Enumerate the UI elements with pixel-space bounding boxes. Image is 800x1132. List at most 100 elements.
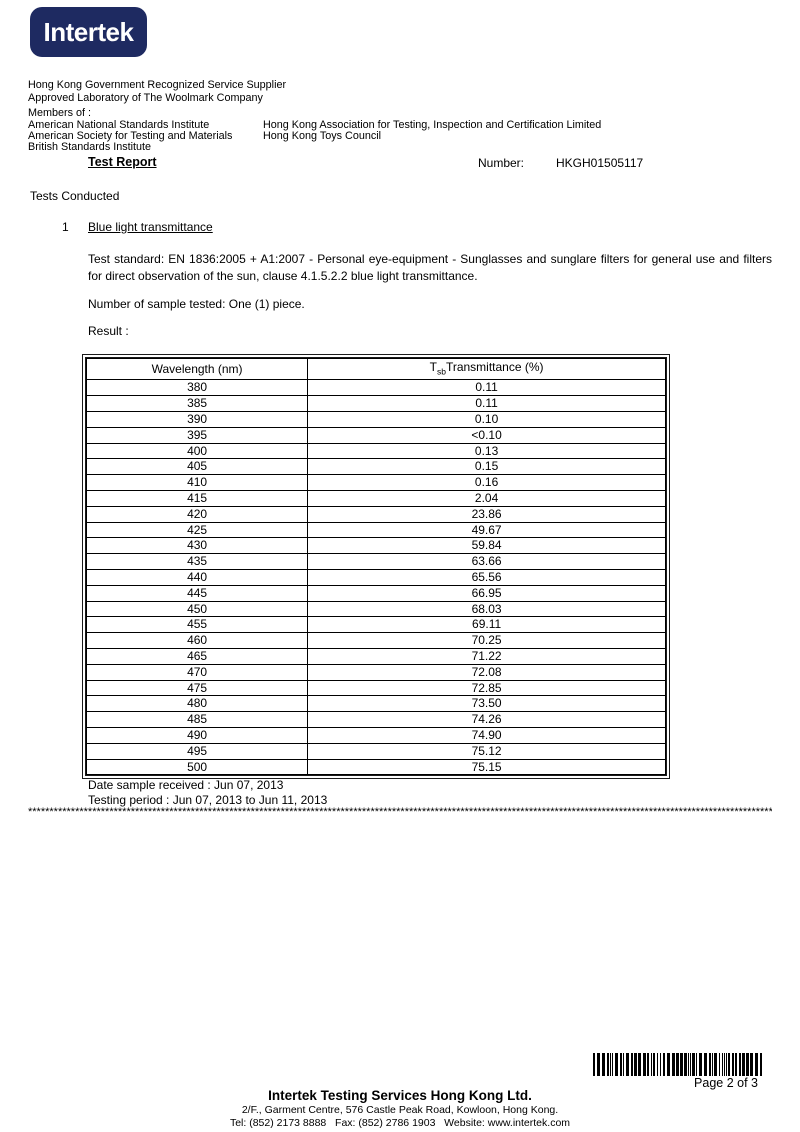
transmittance-cell: 68.03: [307, 600, 666, 618]
member-item: Hong Kong Association for Testing, Inspe…: [263, 119, 602, 131]
testing-period: Testing period : Jun 07, 2013 to Jun 11,…: [88, 793, 328, 807]
transmittance-cell: 59.84: [307, 537, 666, 555]
table-row: 390 0.10: [85, 410, 666, 428]
asterisk-separator: ****************************************…: [28, 806, 772, 818]
results-table-wrapper: Wavelength (nm) TsbTransmittance (%) 380…: [82, 354, 670, 780]
table-row: 455 69.11: [85, 616, 666, 634]
accreditation-line: Approved Laboratory of The Woolmark Comp…: [28, 92, 263, 104]
wavelength-cell: 450: [85, 600, 309, 618]
transmittance-cell: 63.66: [307, 553, 666, 570]
wavelength-cell: 390: [85, 410, 309, 428]
wavelength-cell: 500: [85, 758, 309, 776]
table-row: 495 75.12: [85, 742, 666, 760]
transmittance-cell: 23.86: [307, 505, 666, 523]
table-row: 425 49.67: [85, 521, 666, 539]
wavelength-cell: 395: [85, 426, 309, 444]
transmittance-header: TsbTransmittance (%): [307, 357, 666, 381]
wavelength-cell: 430: [85, 537, 309, 555]
wavelength-cell: 435: [85, 553, 309, 570]
transmittance-cell: 74.90: [307, 726, 666, 744]
footer: Intertek Testing Services Hong Kong Ltd.…: [0, 1088, 800, 1129]
accreditation-line: Hong Kong Government Recognized Service …: [28, 79, 287, 91]
report-number-label: Number:: [478, 156, 525, 170]
table-row: 460 70.25: [85, 632, 666, 649]
member-item: American National Standards Institute: [28, 119, 210, 131]
member-item: Hong Kong Toys Council: [263, 129, 382, 142]
table-row: 500 75.15: [85, 758, 666, 776]
member-item: American Society for Testing and Materia…: [28, 129, 233, 142]
wavelength-cell: 475: [85, 679, 309, 697]
transmittance-header-suffix: Transmittance (%): [445, 360, 544, 374]
table-row: 435 63.66: [85, 553, 666, 570]
table-row: 395 <0.10: [85, 426, 666, 444]
table-row: 465 71.22: [85, 647, 666, 665]
transmittance-cell: 49.67: [307, 521, 666, 539]
transmittance-cell: 0.16: [307, 474, 666, 491]
page-number: Page 2 of 3: [694, 1076, 758, 1090]
transmittance-cell: 0.10: [307, 410, 666, 428]
wavelength-header: Wavelength (nm): [85, 357, 309, 381]
table-row: 490 74.90: [85, 726, 666, 744]
wavelength-cell: 465: [85, 647, 309, 665]
tests-conducted-heading: Tests Conducted: [30, 189, 120, 203]
table-row: 385 0.11: [85, 395, 666, 412]
table-row: 415 2.04: [85, 489, 666, 507]
test-item-title: Blue light transmittance: [88, 220, 213, 234]
table-row: 380 0.11: [85, 379, 666, 397]
transmittance-cell: 69.11: [307, 616, 666, 634]
table-header-row: Wavelength (nm) TsbTransmittance (%): [85, 357, 666, 381]
transmittance-cell: 72.85: [307, 679, 666, 697]
table-row: 470 72.08: [85, 663, 666, 681]
members-right-column: Hong Kong Association for Testing, Inspe…: [263, 120, 601, 142]
intertek-logo-text: Intertek: [43, 16, 134, 47]
wavelength-cell: 400: [85, 442, 309, 460]
transmittance-cell: 73.50: [307, 695, 666, 713]
wavelength-cell: 385: [85, 395, 309, 412]
report-title: Test Report: [88, 155, 157, 169]
transmittance-cell: <0.10: [307, 426, 666, 444]
footer-contact: Tel: (852) 2173 8888 Fax: (852) 2786 190…: [229, 1116, 571, 1129]
table-row: 445 66.95: [85, 584, 666, 602]
wavelength-cell: 380: [85, 379, 309, 397]
table-row: 405 0.15: [85, 458, 666, 476]
results-table: Wavelength (nm) TsbTransmittance (%) 380…: [85, 357, 666, 776]
table-row: 480 73.50: [85, 695, 666, 713]
table-row: 440 65.56: [85, 568, 666, 586]
results-table-body: 380 0.11 385 0.11 390 0.10 395 <0.10 400 0.13 405 0…: [85, 379, 666, 776]
wavelength-cell: 420: [85, 505, 309, 523]
transmittance-cell: 75.12: [307, 742, 666, 760]
wavelength-cell: 410: [85, 474, 309, 491]
result-label: Result :: [88, 324, 129, 338]
transmittance-cell: 2.04: [307, 489, 666, 507]
wavelength-cell: 485: [85, 711, 309, 728]
wavelength-cell: 405: [85, 458, 309, 476]
members-label: Members of :: [28, 107, 91, 119]
wavelength-header-label: Wavelength (nm): [151, 362, 243, 377]
transmittance-header-subscript: sb: [436, 366, 446, 377]
table-row: 420 23.86: [85, 505, 666, 523]
transmittance-cell: 66.95: [307, 584, 666, 602]
table-row: 450 68.03: [85, 600, 666, 618]
footer-address: 2/F., Garment Centre, 576 Castle Peak Ro…: [241, 1104, 559, 1116]
transmittance-header-prefix: T: [429, 360, 437, 374]
table-row: 410 0.16: [85, 474, 666, 491]
test-standard-paragraph: Test standard: EN 1836:2005 + A1:2007 - …: [88, 252, 772, 283]
wavelength-cell: 455: [85, 616, 309, 634]
intertek-logo: Intertek: [30, 7, 147, 57]
table-row: 400 0.13: [85, 442, 666, 460]
transmittance-cell: 0.11: [307, 379, 666, 397]
wavelength-cell: 460: [85, 632, 309, 649]
wavelength-cell: 445: [85, 584, 309, 602]
wavelength-cell: 495: [85, 742, 309, 760]
wavelength-cell: 480: [85, 695, 309, 713]
members-left-column: American National Standards Institute Am…: [28, 120, 232, 152]
member-item: British Standards Institute: [28, 140, 152, 153]
transmittance-cell: 0.13: [307, 442, 666, 460]
barcode: [593, 1053, 763, 1076]
wavelength-cell: 470: [85, 663, 309, 681]
transmittance-cell: 70.25: [307, 632, 666, 649]
transmittance-cell: 72.08: [307, 663, 666, 681]
wavelength-cell: 415: [85, 489, 309, 507]
footer-company-name: Intertek Testing Services Hong Kong Ltd.: [268, 1088, 532, 1103]
sample-tested-line: Number of sample tested: One (1) piece.: [88, 297, 305, 311]
